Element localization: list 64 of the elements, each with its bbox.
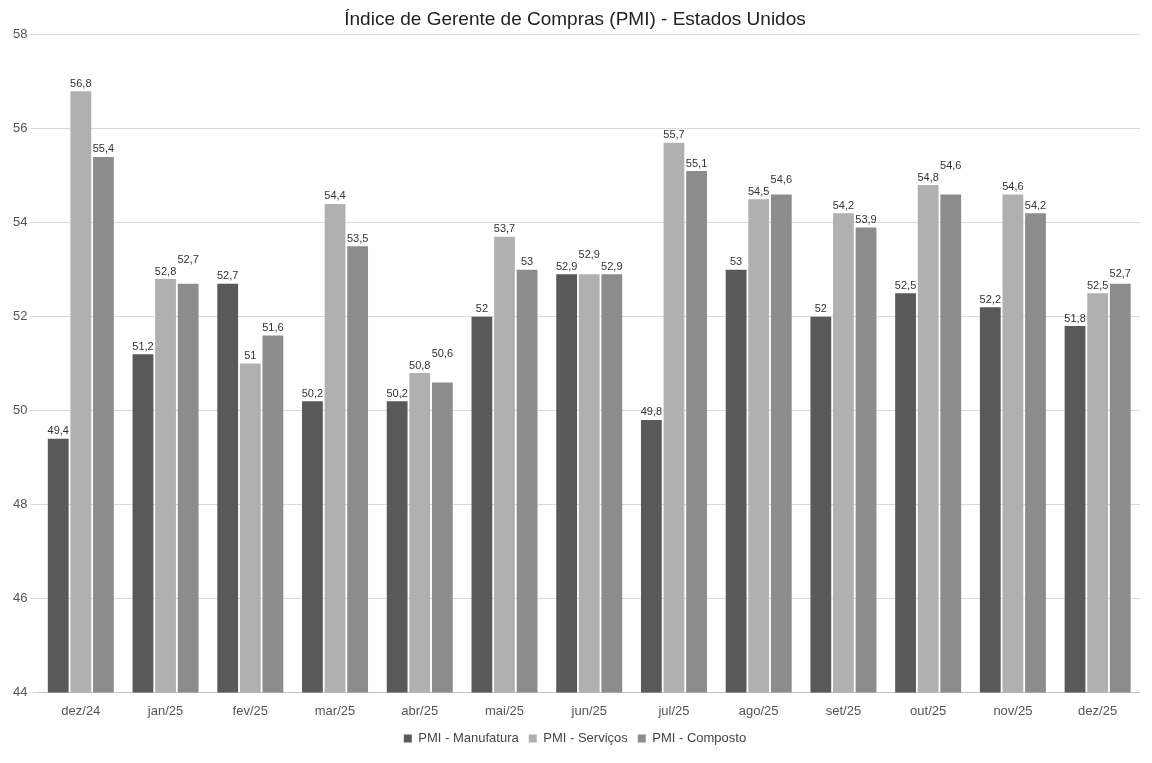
data-label: 49,8 bbox=[640, 405, 663, 418]
x-tick-label: dez/24 bbox=[61, 702, 101, 718]
data-label: 53 bbox=[520, 255, 534, 268]
data-label: 52,7 bbox=[1109, 266, 1131, 279]
data-label: 54,6 bbox=[1002, 180, 1024, 193]
x-tick-label: abr/25 bbox=[401, 702, 439, 718]
x-tick-label: mar/25 bbox=[314, 702, 356, 718]
data-label: 49,4 bbox=[47, 424, 69, 437]
data-label: 51,8 bbox=[1064, 311, 1086, 324]
data-label: 54,8 bbox=[917, 170, 939, 183]
data-label: 52,7 bbox=[216, 269, 239, 282]
data-label: 52 bbox=[475, 302, 489, 315]
chart-title: Índice de Gerente de Compras (PMI) - Estados Unidos bbox=[344, 7, 806, 29]
data-label: 52,7 bbox=[177, 252, 199, 265]
legend-label: PMI - Manufatura bbox=[418, 730, 520, 746]
data-label: 53,9 bbox=[855, 212, 877, 225]
x-tick-label: dez/25 bbox=[1078, 702, 1118, 718]
data-label: 52,9 bbox=[555, 259, 578, 272]
data-label: 53,7 bbox=[493, 222, 516, 235]
data-label: 54,6 bbox=[770, 172, 792, 185]
x-tick-label: nov/25 bbox=[993, 702, 1033, 718]
data-label: 56,8 bbox=[70, 76, 92, 89]
data-label: 51 bbox=[244, 349, 257, 362]
data-label: 51,6 bbox=[262, 320, 284, 333]
data-label: 52,9 bbox=[578, 247, 600, 260]
y-tick-label: 44 bbox=[12, 683, 28, 699]
x-tick-label: set/25 bbox=[825, 702, 862, 718]
data-label: 55,1 bbox=[685, 156, 708, 169]
data-label: 52,5 bbox=[894, 278, 917, 291]
data-label: 52 bbox=[814, 302, 827, 315]
y-tick-label: 56 bbox=[12, 120, 28, 136]
data-label: 54,5 bbox=[747, 184, 770, 197]
data-label: 55,4 bbox=[92, 142, 115, 155]
data-label: 54,6 bbox=[940, 158, 962, 171]
data-label: 54,4 bbox=[324, 189, 346, 202]
data-label: 53,5 bbox=[346, 231, 369, 244]
y-tick-label: 46 bbox=[12, 590, 28, 606]
x-tick-label: out/25 bbox=[910, 702, 947, 718]
x-tick-label: jan/25 bbox=[146, 702, 184, 718]
y-tick-label: 58 bbox=[12, 26, 28, 42]
x-tick-label: fev/25 bbox=[232, 702, 269, 718]
y-tick-label: 48 bbox=[12, 496, 28, 512]
data-label: 54,2 bbox=[832, 198, 855, 211]
data-label: 55,7 bbox=[663, 128, 685, 141]
x-tick-label: ago/25 bbox=[738, 702, 779, 718]
x-tick-label: jul/25 bbox=[657, 702, 690, 718]
data-label: 52,8 bbox=[154, 264, 177, 277]
y-tick-label: 50 bbox=[12, 402, 28, 418]
x-tick-label: mai/25 bbox=[484, 702, 525, 718]
data-label: 53 bbox=[729, 255, 743, 268]
x-tick-label: jun/25 bbox=[570, 702, 607, 718]
y-tick-label: 54 bbox=[12, 214, 28, 230]
data-label: 52,9 bbox=[601, 259, 623, 272]
data-label: 52,5 bbox=[1086, 278, 1109, 291]
data-label: 50,2 bbox=[301, 386, 324, 399]
data-label: 54,2 bbox=[1024, 198, 1047, 211]
data-label: 50,6 bbox=[431, 346, 454, 359]
data-label: 50,8 bbox=[409, 358, 431, 371]
data-label: 51,2 bbox=[132, 339, 154, 352]
legend-label: PMI - Serviços bbox=[543, 730, 629, 746]
y-tick-label: 52 bbox=[12, 308, 28, 324]
legend-label: PMI - Composto bbox=[652, 730, 747, 746]
data-label: 50,2 bbox=[386, 386, 408, 399]
data-label: 52,2 bbox=[979, 292, 1002, 305]
